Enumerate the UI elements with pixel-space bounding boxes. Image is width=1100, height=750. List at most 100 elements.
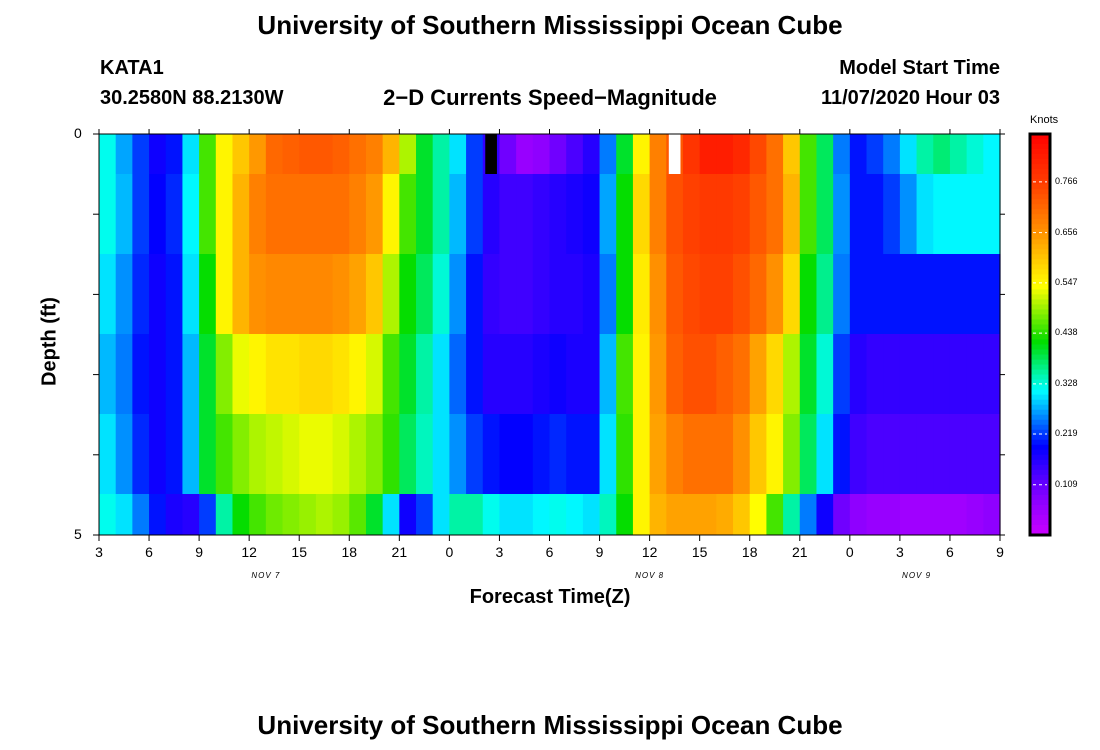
station-id: KATA1 <box>100 57 164 79</box>
heatmap-cell <box>382 334 400 414</box>
colorbar-segment <box>1030 494 1050 501</box>
colorbar-segment <box>1030 224 1050 230</box>
heatmap-cell <box>582 414 601 494</box>
heatmap-cell <box>232 134 250 174</box>
heatmap-cell <box>449 414 467 494</box>
heatmap-cell <box>215 254 234 334</box>
model-start-value: 11/07/2020 Hour 03 <box>820 87 1000 109</box>
heatmap-cell <box>632 494 651 535</box>
heatmap-cell <box>149 494 167 535</box>
heatmap-cell <box>566 134 584 174</box>
heatmap-cell <box>165 414 184 494</box>
x-tick-label: 6 <box>545 544 554 560</box>
heatmap-cell <box>165 254 184 334</box>
heatmap-cell <box>899 254 918 334</box>
heatmap-cell <box>966 414 984 494</box>
heatmap-cell <box>783 254 801 334</box>
heatmap-cell <box>733 334 751 414</box>
heatmap-cell <box>432 414 450 494</box>
heatmap-cell <box>616 174 634 254</box>
colorbar-segment <box>1030 439 1050 446</box>
heatmap-cell <box>416 134 434 174</box>
heatmap-cell <box>332 134 350 174</box>
heatmap-cell <box>866 174 884 254</box>
heatmap-cell <box>99 254 117 334</box>
heatmap-cell <box>432 494 450 535</box>
heatmap-cell <box>599 134 617 174</box>
colorbar-tick-label: 0.656 <box>1055 226 1078 237</box>
heatmap-cell <box>866 334 884 414</box>
heatmap-cell <box>99 334 117 414</box>
colorbar-segment <box>1030 279 1050 285</box>
colorbar-segment <box>1030 449 1050 456</box>
heatmap-cell <box>215 334 234 414</box>
heatmap-cell <box>182 134 200 174</box>
heatmap-cell <box>866 134 884 174</box>
colorbar-segment <box>1030 394 1050 401</box>
heatmap-cell <box>416 254 434 334</box>
heatmap-cell <box>165 134 184 174</box>
heatmap-cell <box>933 134 951 174</box>
heatmap-cell <box>949 334 968 414</box>
heatmap-cell <box>616 494 634 535</box>
colorbar-segment <box>1030 514 1050 521</box>
heatmap-cell <box>983 174 1001 254</box>
heatmap-cell <box>115 494 133 535</box>
heatmap-cell <box>833 414 851 494</box>
heatmap-cell <box>432 134 450 174</box>
heatmap-cell <box>432 174 450 254</box>
axis-ticks <box>93 129 1005 541</box>
colorbar-segment <box>1030 379 1050 386</box>
heatmap-cell <box>249 334 267 414</box>
colorbar-tick-label: 0.109 <box>1055 478 1078 489</box>
colorbar-segment <box>1030 199 1050 205</box>
heatmap-cell <box>532 334 551 414</box>
station-coordinates: 30.2580N 88.2130W <box>100 87 284 109</box>
heatmap-cell <box>749 254 768 334</box>
heatmap-cell <box>682 414 701 494</box>
heatmap-cell <box>382 494 400 535</box>
heatmap-cell <box>749 174 768 254</box>
heatmap-cell <box>249 254 267 334</box>
heatmap-cell <box>265 134 284 174</box>
heatmap-cell <box>799 414 818 494</box>
heatmap-cell <box>849 134 868 174</box>
heatmap-cell <box>649 334 667 414</box>
heatmap-cell <box>232 334 250 414</box>
heatmap-cell <box>265 174 284 254</box>
colorbar-tick-label: 0.438 <box>1055 327 1078 338</box>
heatmap-cell <box>849 494 868 535</box>
heatmap-cell <box>916 334 934 414</box>
colorbar-segment <box>1030 299 1050 306</box>
colorbar-segment <box>1030 314 1050 321</box>
heatmap-cell <box>833 134 851 174</box>
heatmap-cell <box>215 414 234 494</box>
heatmap-cell <box>365 494 384 535</box>
colorbar-segment <box>1030 319 1050 326</box>
heatmap-cell <box>566 254 584 334</box>
x-tick-label: 0 <box>445 544 454 560</box>
heatmap-cell <box>115 254 133 334</box>
heatmap-cell <box>749 334 768 414</box>
colorbar-tick-label: 0.328 <box>1055 377 1078 388</box>
heatmap-cell <box>799 334 818 414</box>
heatmap-cell <box>582 334 601 414</box>
heatmap-cell <box>199 494 217 535</box>
heatmap-cell <box>165 494 184 535</box>
heatmap-cell <box>299 414 317 494</box>
heatmap-cell <box>399 134 417 174</box>
heatmap-cell <box>849 254 868 334</box>
heatmap-cell <box>816 134 834 174</box>
heatmap-cell <box>849 334 868 414</box>
x-tick-label: 15 <box>691 544 708 560</box>
heatmap-cell <box>416 414 434 494</box>
heatmap-cell <box>649 414 667 494</box>
heatmap-cell <box>382 254 400 334</box>
heatmap-cell <box>949 134 968 174</box>
heatmap-cell <box>265 254 284 334</box>
heatmap-cell <box>983 414 1001 494</box>
heatmap-cell <box>449 134 467 174</box>
heatmap-cell <box>332 494 350 535</box>
heatmap-cell <box>482 254 501 334</box>
colorbar-segment <box>1030 529 1050 536</box>
